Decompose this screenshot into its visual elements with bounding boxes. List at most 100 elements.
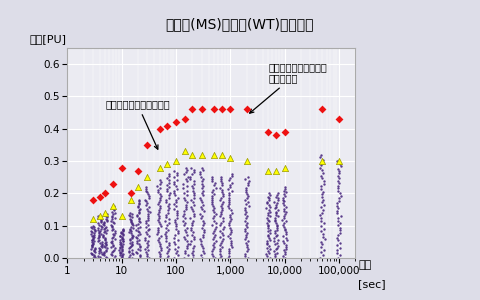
Point <box>97 220 105 225</box>
Point <box>241 226 249 231</box>
Point <box>216 214 224 219</box>
Point <box>218 239 226 244</box>
Point <box>188 220 195 225</box>
Point <box>118 236 126 240</box>
Point <box>165 217 173 221</box>
Point <box>163 255 171 260</box>
Point <box>119 226 127 231</box>
Point <box>162 225 169 230</box>
Point <box>216 251 224 256</box>
Point <box>321 247 328 252</box>
Point <box>144 192 152 197</box>
Point <box>96 234 103 239</box>
Point <box>271 252 279 257</box>
Point <box>263 216 271 220</box>
Point <box>189 255 197 260</box>
Point <box>128 212 135 216</box>
Point <box>227 236 234 241</box>
Point <box>145 233 153 238</box>
Point <box>266 214 274 219</box>
Point <box>132 235 140 239</box>
Point <box>208 197 216 202</box>
Point <box>264 224 272 229</box>
Point <box>279 197 287 202</box>
Point <box>227 208 235 213</box>
Point <box>89 223 96 228</box>
Point <box>156 178 164 183</box>
Point <box>264 201 271 206</box>
Point <box>190 244 198 248</box>
Point <box>133 251 141 256</box>
Point <box>155 249 162 254</box>
Point <box>136 248 144 253</box>
Point <box>154 230 162 234</box>
Point <box>244 181 252 186</box>
Point <box>336 230 344 235</box>
Point <box>144 215 152 220</box>
Point <box>133 240 141 245</box>
Point <box>263 254 271 258</box>
Point <box>265 202 273 207</box>
Point <box>162 230 169 234</box>
Point <box>217 179 225 184</box>
Point <box>142 199 149 204</box>
Point <box>171 220 179 224</box>
Point <box>241 229 249 233</box>
Point <box>166 242 173 247</box>
Point <box>198 200 206 205</box>
Point <box>210 218 217 223</box>
Point <box>243 220 251 225</box>
Point <box>163 223 170 228</box>
Point <box>199 188 207 193</box>
Point <box>210 152 217 157</box>
Point <box>318 173 325 178</box>
Point <box>128 218 135 223</box>
Point <box>280 203 288 208</box>
Point <box>108 213 115 218</box>
Point <box>125 246 133 251</box>
Point <box>101 236 108 241</box>
Point <box>198 190 206 195</box>
Point <box>263 245 270 250</box>
Point <box>172 159 180 164</box>
Point <box>189 253 197 258</box>
Point <box>103 215 110 220</box>
Point <box>164 123 171 128</box>
Point <box>209 204 216 208</box>
Point <box>95 246 102 250</box>
Point <box>225 191 233 196</box>
Point <box>142 197 149 202</box>
Point <box>265 198 273 203</box>
Point <box>183 239 191 244</box>
Point <box>162 236 169 241</box>
Point <box>209 237 217 242</box>
Point <box>96 214 104 218</box>
Point <box>333 211 341 215</box>
Point <box>135 209 143 214</box>
Point <box>279 223 287 227</box>
Point <box>271 206 278 211</box>
Point <box>100 220 108 224</box>
Point <box>102 231 109 236</box>
Point <box>173 213 181 218</box>
Point <box>118 254 126 259</box>
Point <box>189 207 196 212</box>
Point <box>170 202 178 207</box>
Point <box>117 251 125 256</box>
Point <box>318 200 326 205</box>
Point <box>90 231 97 236</box>
Point <box>334 159 341 164</box>
Point <box>173 215 180 220</box>
Point <box>318 168 326 173</box>
Point <box>317 152 325 157</box>
Point <box>90 248 98 253</box>
Point <box>165 174 172 178</box>
Point <box>96 248 104 253</box>
Point <box>144 239 152 244</box>
Point <box>96 215 103 220</box>
Point <box>186 242 194 246</box>
Point <box>172 251 180 256</box>
Point <box>280 192 288 197</box>
Point <box>225 251 233 256</box>
Point <box>264 234 272 239</box>
